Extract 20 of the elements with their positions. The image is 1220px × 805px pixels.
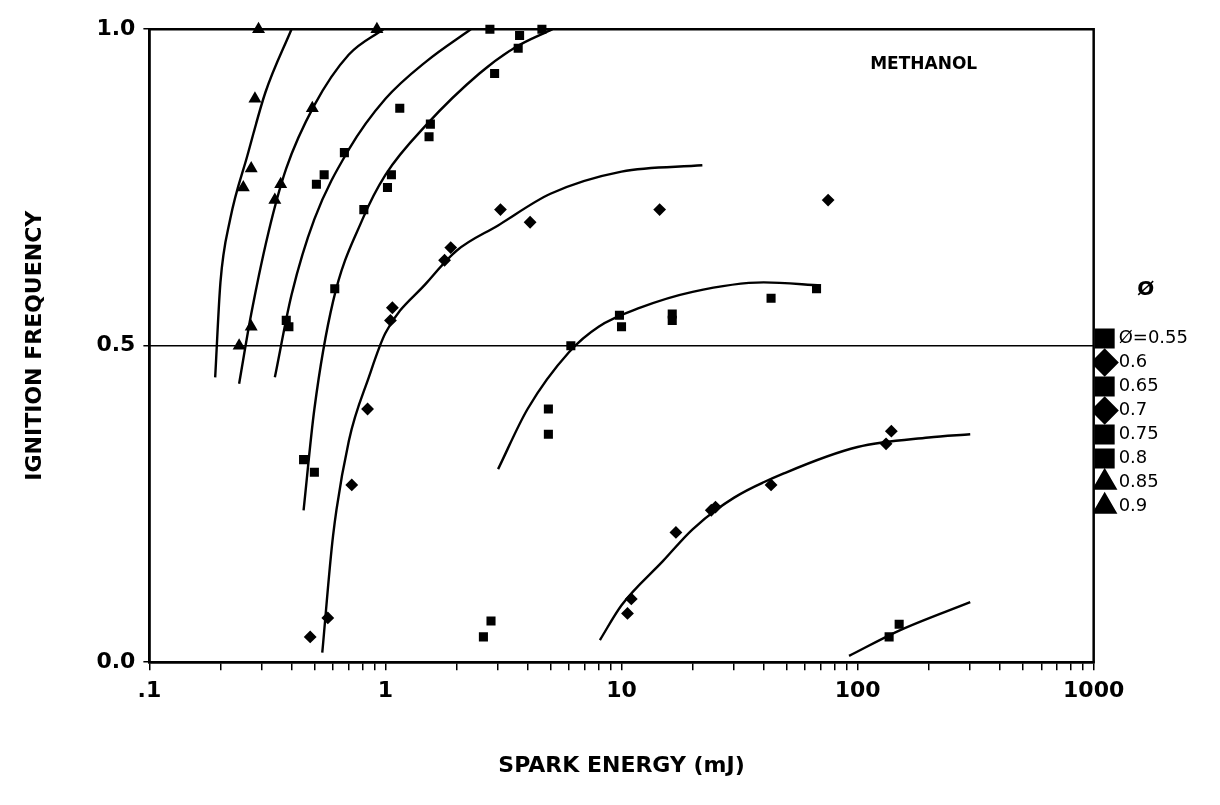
y-axis-title: IGNITION FREQUENCY bbox=[20, 209, 46, 481]
legend-label: 0.9 bbox=[1118, 494, 1148, 516]
legend-label: 0.6 bbox=[1118, 350, 1148, 372]
x-tick-label: 100 bbox=[834, 677, 881, 703]
x-tick-label: 1000 bbox=[1063, 677, 1125, 703]
x-tick-label: 10 bbox=[606, 677, 637, 703]
y-tick-label: 0.5 bbox=[96, 331, 136, 357]
legend-label: 0.85 bbox=[1118, 470, 1159, 492]
legend-label: Ø=0.55 bbox=[1118, 326, 1188, 348]
annotation: METHANOL bbox=[870, 53, 978, 74]
x-tick-label: 1 bbox=[377, 677, 394, 703]
legend-title: Ø bbox=[1137, 275, 1155, 300]
legend-label: 0.75 bbox=[1118, 422, 1159, 444]
x-axis-title: SPARK ENERGY (mJ) bbox=[498, 751, 745, 777]
y-tick-label: 0.0 bbox=[96, 647, 136, 673]
legend-label: 0.7 bbox=[1118, 398, 1148, 420]
y-tick-label: 1.0 bbox=[96, 14, 136, 40]
legend-label: 0.65 bbox=[1118, 374, 1159, 396]
x-tick-label: .1 bbox=[137, 677, 162, 703]
legend-label: 0.8 bbox=[1118, 446, 1148, 468]
